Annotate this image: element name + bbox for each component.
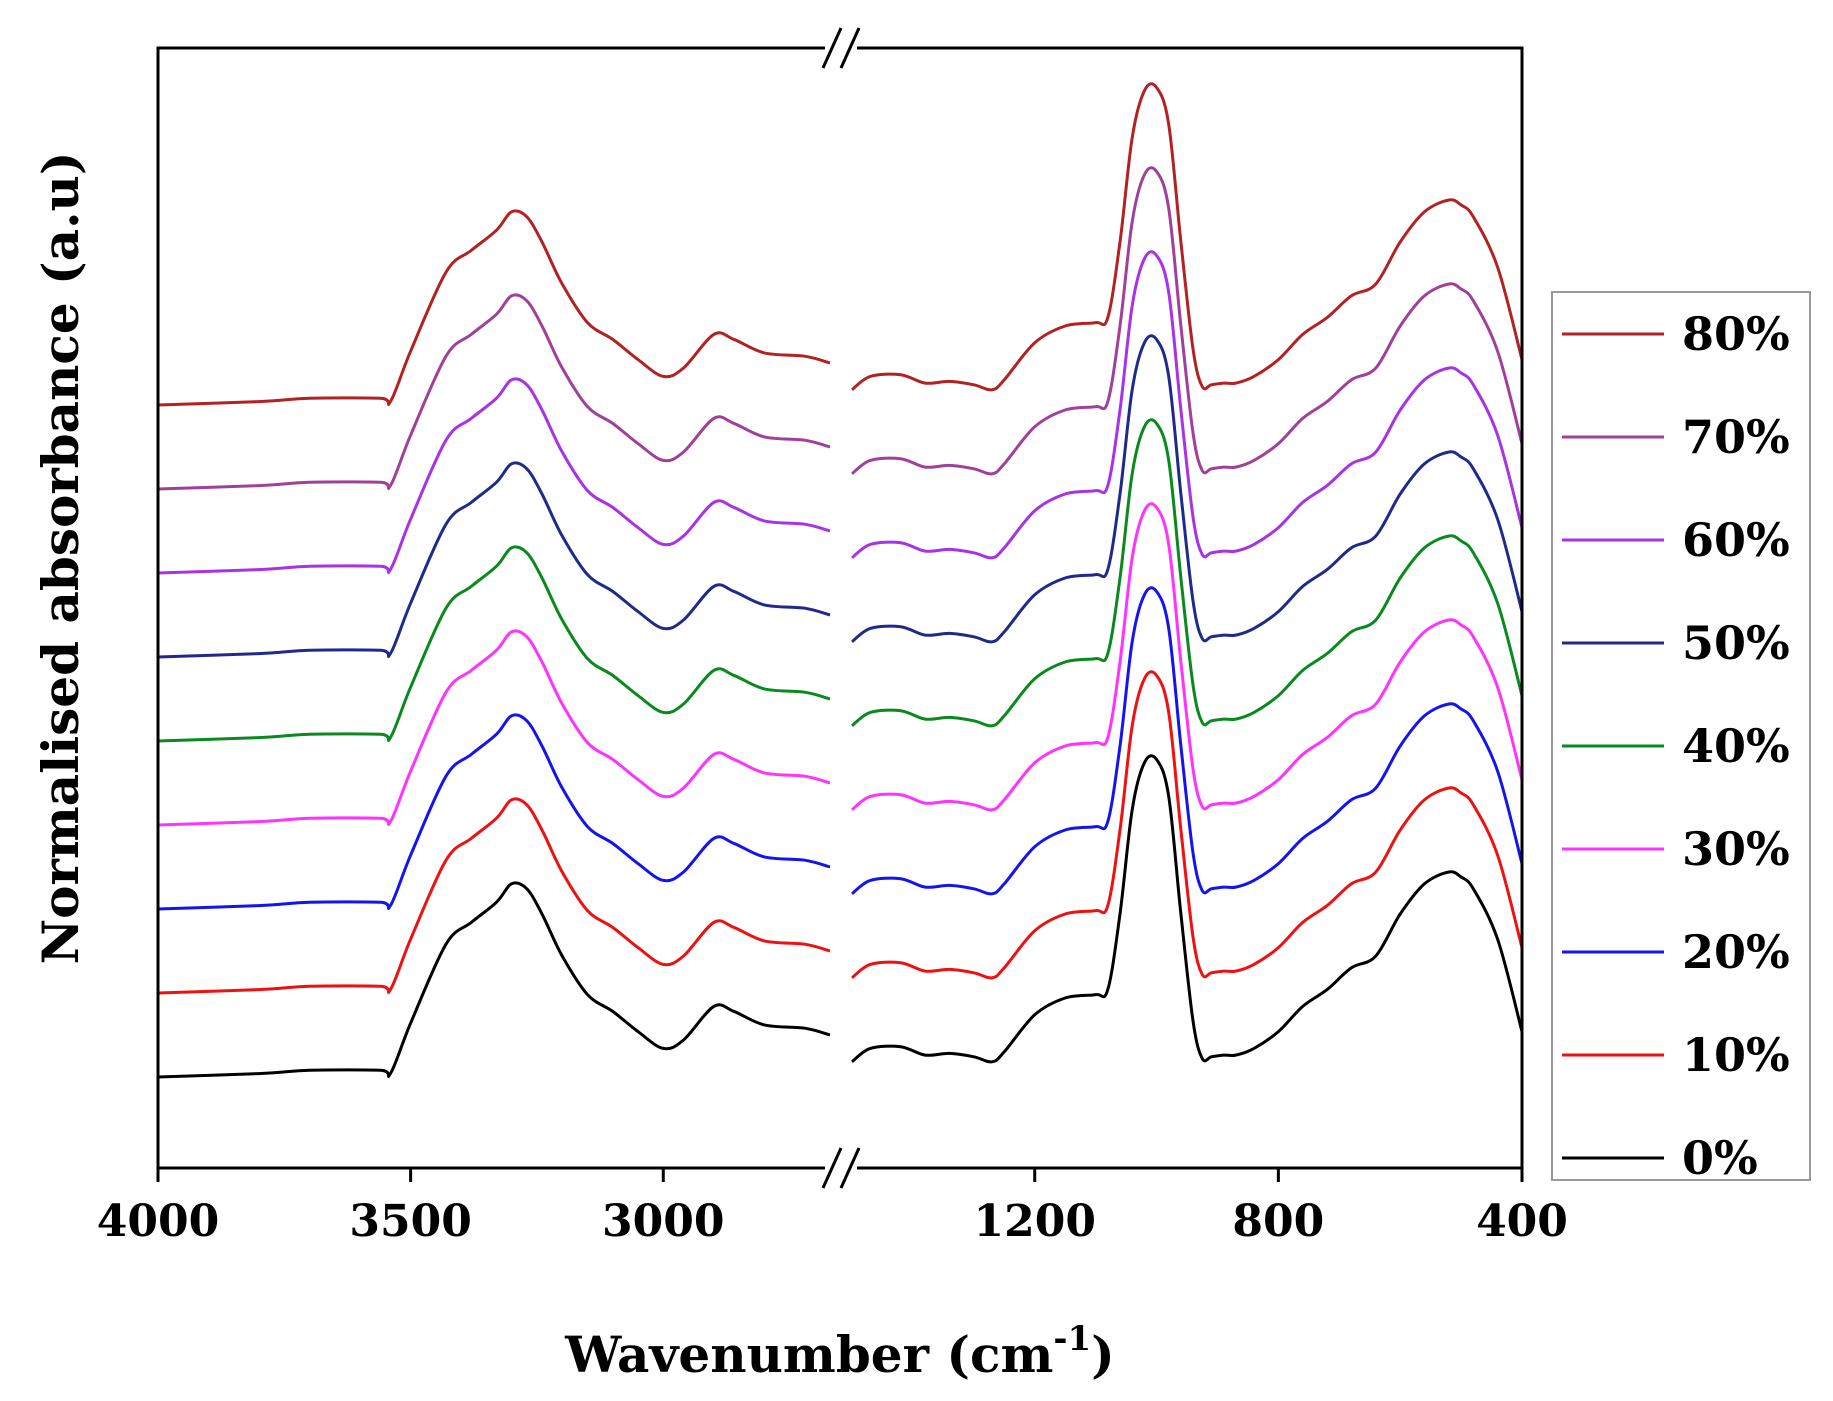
axis-break-marks bbox=[821, 27, 861, 1189]
series-line-50-pct-low bbox=[851, 334, 1524, 644]
legend-label-30-pct: 30% bbox=[1682, 822, 1790, 876]
series-line-60-pct-high bbox=[157, 377, 831, 575]
legend-label-20-pct: 20% bbox=[1682, 925, 1790, 979]
axis-break-slash bbox=[839, 1147, 861, 1189]
series-line-80-pct-low bbox=[851, 82, 1524, 392]
series-line-70-pct-low bbox=[851, 166, 1524, 476]
series-line-20-pct-low bbox=[851, 586, 1524, 896]
x-axis-title: Wavenumber (cm-1) bbox=[564, 1319, 1115, 1384]
y-axis-title: Normalised absorbance (a.u) bbox=[31, 151, 90, 964]
series-line-40-pct-high bbox=[157, 545, 831, 743]
legend-label-60-pct: 60% bbox=[1682, 513, 1790, 567]
series-line-50-pct-high bbox=[157, 461, 831, 659]
series-line-30-pct-high bbox=[157, 629, 831, 827]
x-tick-label: 1200 bbox=[973, 1196, 1095, 1247]
legend-box bbox=[1551, 291, 1811, 1181]
series-line-80-pct-high bbox=[157, 209, 831, 407]
x-tick-label: 4000 bbox=[97, 1196, 219, 1247]
x-tick-label: 3500 bbox=[349, 1196, 471, 1247]
series-line-0-pct-low bbox=[851, 754, 1524, 1064]
plot-frame bbox=[156, 46, 1524, 1170]
legend-label-0-pct: 0% bbox=[1682, 1131, 1758, 1185]
axis-break-slash bbox=[839, 27, 861, 69]
legend-label-80-pct: 80% bbox=[1682, 307, 1790, 361]
series-line-60-pct-low bbox=[851, 250, 1524, 560]
series-line-30-pct-low bbox=[851, 502, 1524, 812]
series-line-10-pct-low bbox=[851, 670, 1524, 980]
legend-label-40-pct: 40% bbox=[1682, 719, 1790, 773]
legend-label-10-pct: 10% bbox=[1682, 1028, 1790, 1082]
legend-label-70-pct: 70% bbox=[1682, 410, 1790, 464]
x-tick-label: 3000 bbox=[602, 1196, 724, 1247]
axis-break-slash bbox=[821, 27, 843, 69]
legend-label-50-pct: 50% bbox=[1682, 616, 1790, 670]
axis-break-slash bbox=[821, 1147, 843, 1189]
series-line-20-pct-high bbox=[157, 713, 831, 911]
x-tick-label: 400 bbox=[1476, 1196, 1568, 1247]
series-line-40-pct-low bbox=[851, 418, 1524, 728]
x-axis-ticks: 4000 3500 3000 1200 800 400 bbox=[97, 1168, 1568, 1247]
series-line-70-pct-high bbox=[157, 293, 831, 491]
series-line-10-pct-high bbox=[157, 797, 831, 995]
legend: 80% 70% 60% 50% 40% 30% 20% 10% 0% bbox=[1562, 307, 1790, 1185]
series-layer bbox=[157, 82, 1524, 1079]
series-line-0-pct-high bbox=[157, 881, 831, 1079]
x-tick-label: 800 bbox=[1232, 1196, 1324, 1247]
